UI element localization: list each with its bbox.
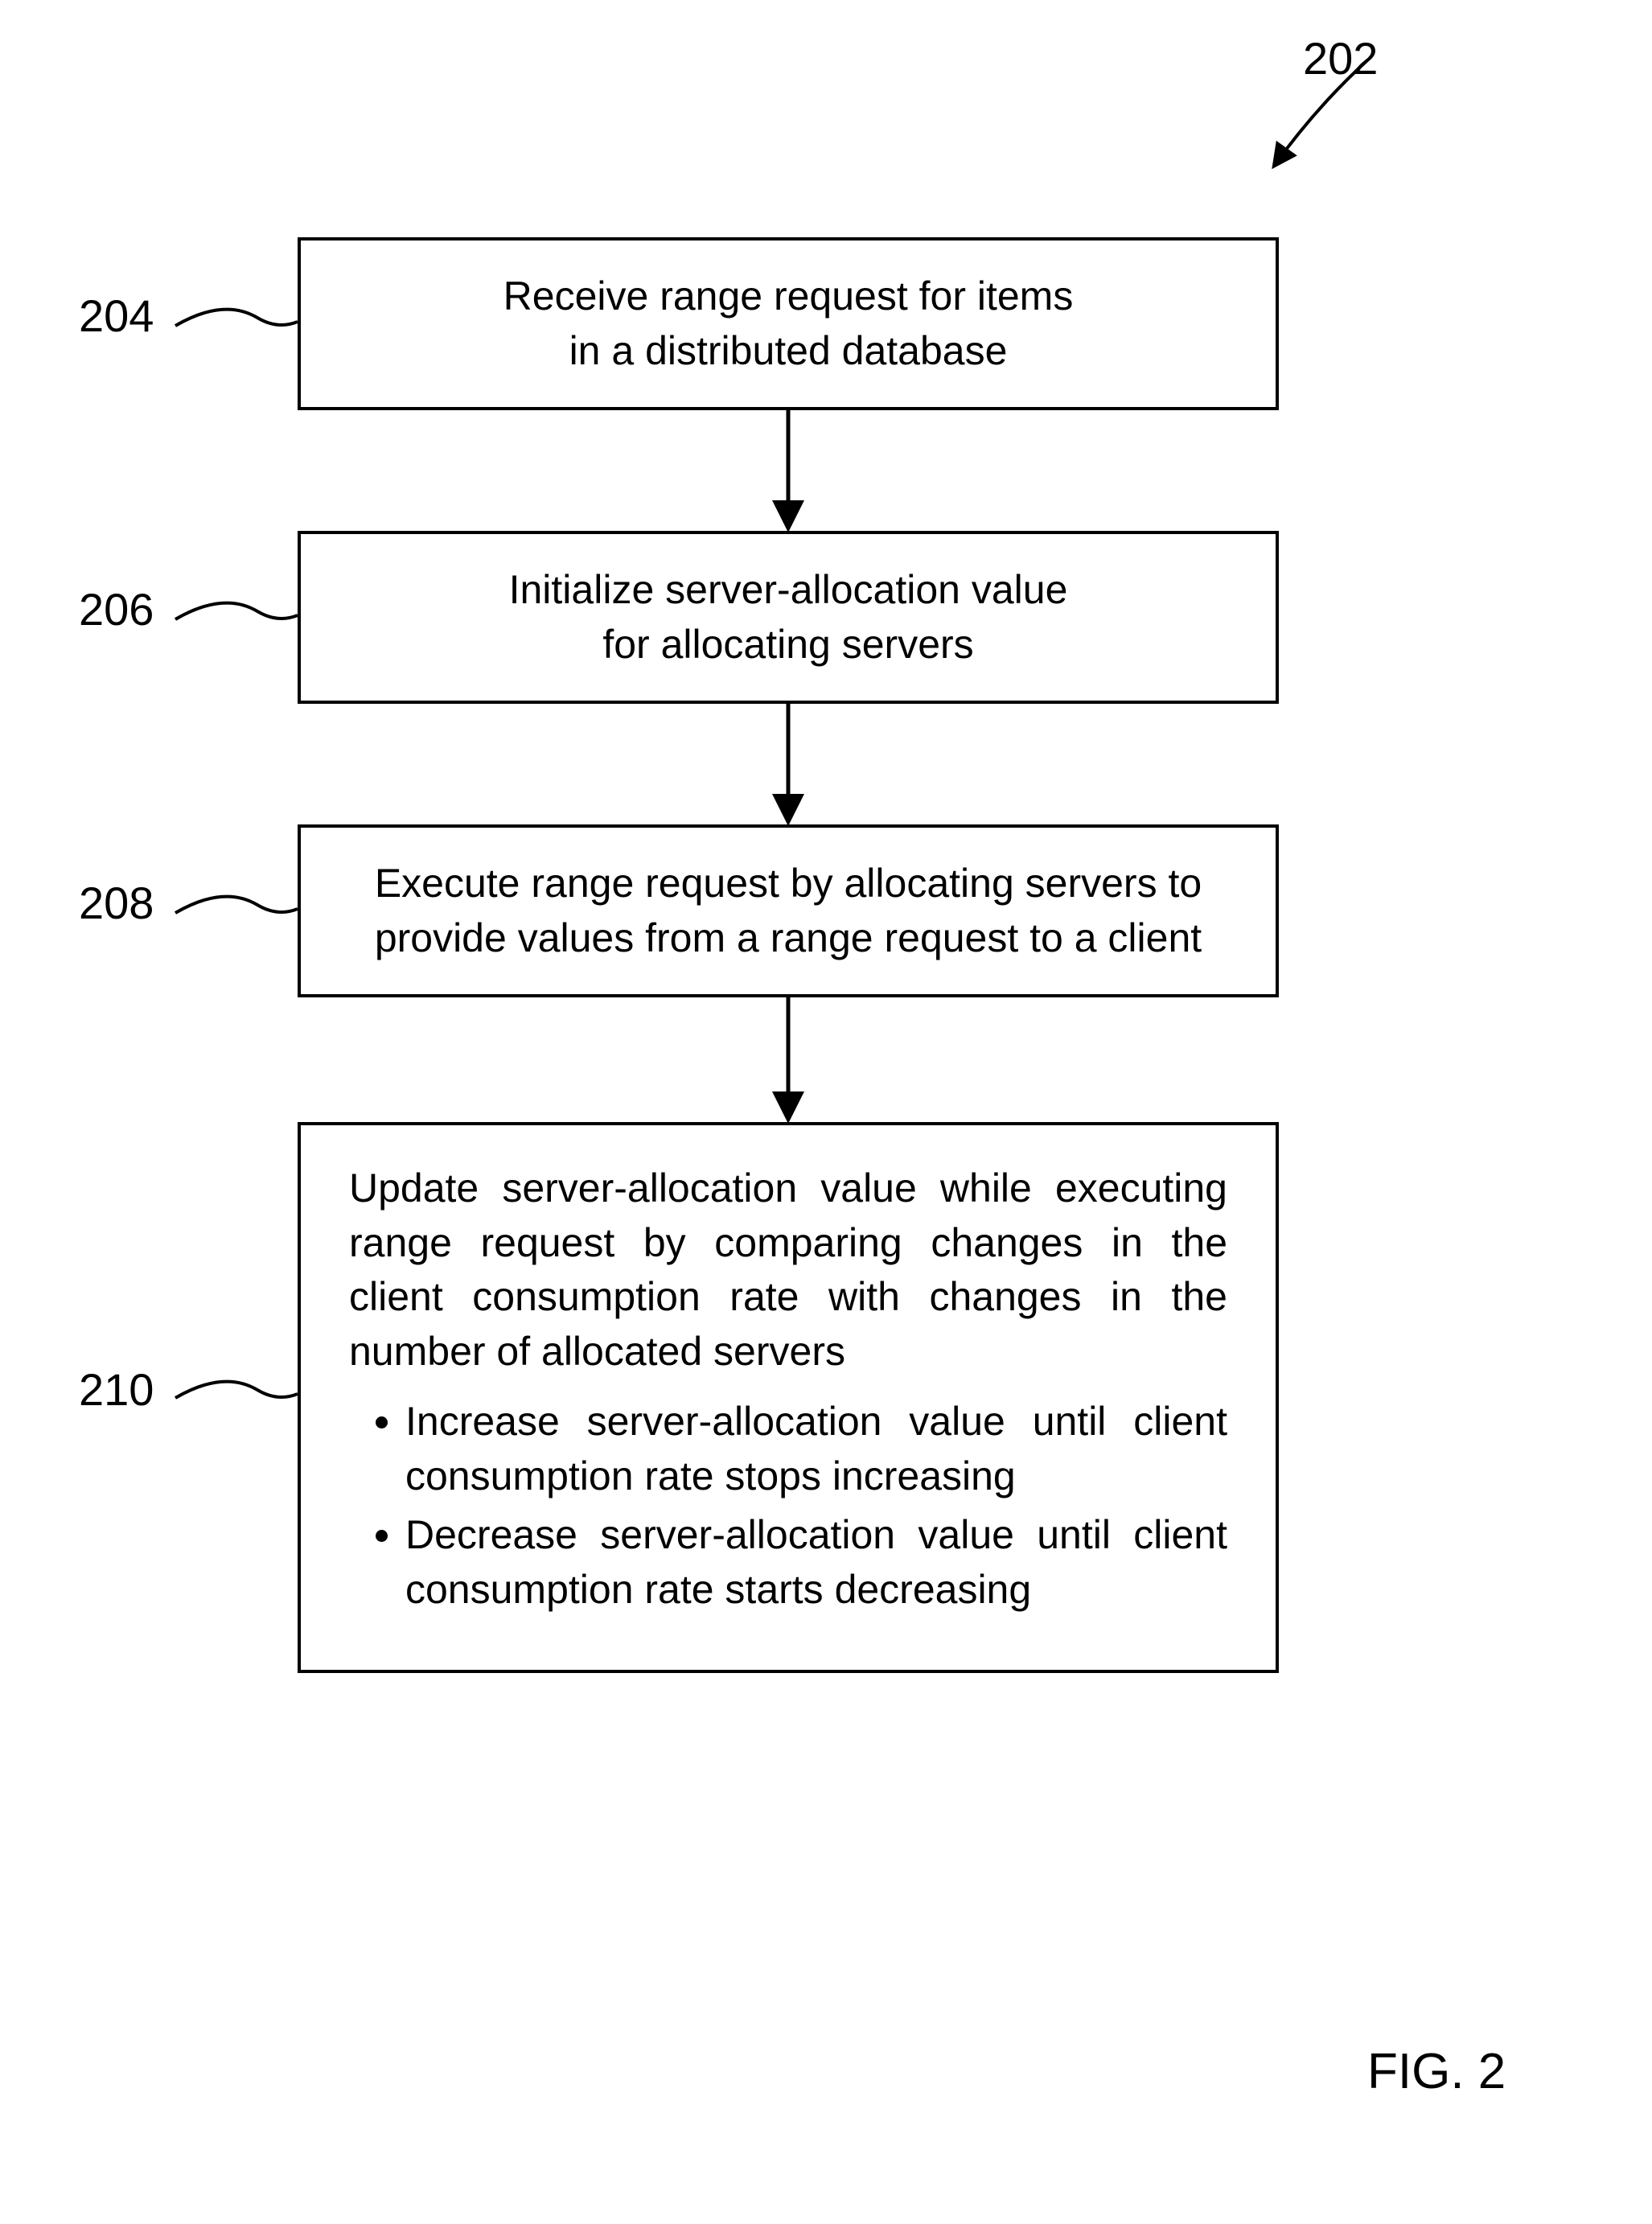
ref-label-206: 206 (79, 583, 154, 635)
ref-label-204: 204 (79, 290, 154, 342)
flow-box-206: Initialize server-allocation value for a… (298, 531, 1279, 704)
box-204-line2: in a distributed database (349, 324, 1227, 379)
box-206-line1: Initialize server-allocation value (349, 563, 1227, 618)
leader-line (175, 1382, 298, 1398)
flow-box-204: Receive range request for items in a dis… (298, 237, 1279, 410)
leader-line (175, 310, 298, 326)
box-210-bullet-2: Decrease server-allocation value until c… (405, 1508, 1227, 1617)
box-210-paragraph: Update server-allocation value while exe… (349, 1161, 1227, 1379)
leader-line (175, 603, 298, 619)
box-206-line2: for allocating servers (349, 618, 1227, 672)
flow-box-208: Execute range request by allocating serv… (298, 824, 1279, 997)
figure-page: 202 Receive range request for items in a… (0, 0, 1652, 2224)
flow-box-210: Update server-allocation value while exe… (298, 1122, 1279, 1673)
ref-label-208: 208 (79, 877, 154, 929)
figure-caption: FIG. 2 (1367, 2043, 1506, 2100)
box-210-bullet-1: Increase server-allocation value until c… (405, 1395, 1227, 1503)
ref-label-202: 202 (1303, 32, 1378, 84)
box-208-line2: provide values from a range request to a… (349, 911, 1227, 966)
leader-line (175, 897, 298, 913)
ref-label-210: 210 (79, 1363, 154, 1416)
box-204-line1: Receive range request for items (349, 269, 1227, 324)
box-210-bullets: Increase server-allocation value until c… (349, 1395, 1227, 1622)
box-208-line1: Execute range request by allocating serv… (349, 857, 1227, 911)
